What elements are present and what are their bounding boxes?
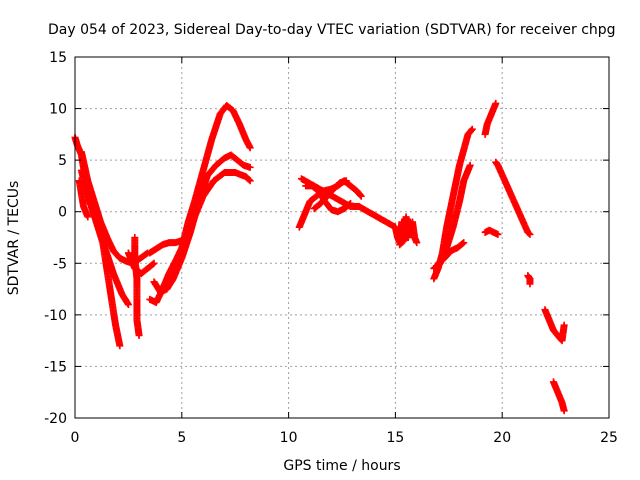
data-point bbox=[124, 301, 132, 309]
data-points bbox=[71, 99, 568, 415]
y-tick-label: -15 bbox=[44, 359, 67, 375]
data-point bbox=[178, 237, 186, 245]
data-point bbox=[135, 331, 143, 339]
data-point bbox=[357, 192, 365, 200]
data-point bbox=[246, 144, 254, 152]
data-point bbox=[342, 177, 350, 185]
series-arc-p bbox=[430, 125, 476, 283]
data-point bbox=[526, 280, 534, 288]
series-arc-d bbox=[75, 177, 92, 221]
data-point bbox=[84, 213, 92, 221]
series-arc-s bbox=[481, 99, 500, 138]
series-arc-t bbox=[481, 226, 502, 238]
series-arc-a bbox=[71, 133, 124, 350]
y-tick-label: -10 bbox=[44, 308, 67, 324]
x-tick-label: 20 bbox=[493, 430, 511, 446]
y-tick-label: -5 bbox=[53, 256, 67, 272]
data-point bbox=[149, 260, 157, 268]
data-point bbox=[525, 229, 533, 237]
x-tick-label: 25 bbox=[600, 430, 618, 446]
chart-title: Day 054 of 2023, Sidereal Day-to-day VTE… bbox=[48, 22, 616, 38]
series-arc-u bbox=[492, 158, 534, 238]
series-arc-j bbox=[146, 237, 186, 257]
data-point bbox=[560, 407, 568, 415]
data-point bbox=[466, 161, 474, 169]
y-tick-label: 0 bbox=[58, 205, 67, 221]
series-arc-n bbox=[297, 175, 414, 247]
y-axis-label: SDTVAR / TECUs bbox=[6, 181, 22, 296]
x-tick-label: 5 bbox=[177, 430, 186, 446]
data-point bbox=[116, 342, 124, 350]
x-tick-label: 0 bbox=[71, 430, 80, 446]
series-arc-v bbox=[524, 272, 534, 288]
x-tick-labels: 0 5 10 15 20 25 bbox=[71, 430, 618, 446]
data-point bbox=[413, 239, 421, 247]
data-point bbox=[245, 176, 253, 184]
x-tick-label: 15 bbox=[386, 430, 404, 446]
series-arc-x bbox=[549, 378, 568, 415]
x-tick-label: 10 bbox=[280, 430, 298, 446]
y-tick-label: -20 bbox=[44, 411, 67, 427]
series-arc-r bbox=[434, 239, 468, 267]
plot-frame bbox=[74, 56, 610, 419]
grid-lines bbox=[75, 57, 609, 418]
data-point bbox=[468, 125, 476, 133]
series-arc-o bbox=[396, 218, 421, 249]
data-point bbox=[560, 321, 568, 329]
data-point bbox=[246, 177, 254, 185]
data-point bbox=[356, 191, 364, 199]
data-point bbox=[467, 126, 475, 134]
data-point bbox=[459, 240, 467, 248]
x-axis-label: GPS time / hours bbox=[283, 458, 400, 474]
y-tick-label: 15 bbox=[49, 50, 67, 66]
axis-ticks bbox=[74, 56, 610, 419]
y-tick-labels: 15 10 5 0 -5 -10 -15 -20 bbox=[44, 50, 67, 427]
data-point bbox=[526, 230, 534, 238]
y-tick-label: 10 bbox=[49, 102, 67, 118]
y-tick-label: 5 bbox=[58, 153, 67, 169]
series-arc-i bbox=[156, 169, 254, 293]
data-point bbox=[460, 239, 468, 247]
series-arc-f bbox=[131, 234, 143, 339]
data-point bbox=[246, 163, 254, 171]
data-point bbox=[150, 259, 158, 267]
data-point bbox=[494, 230, 502, 238]
data-point bbox=[492, 99, 500, 107]
series-arc-w bbox=[541, 306, 568, 345]
